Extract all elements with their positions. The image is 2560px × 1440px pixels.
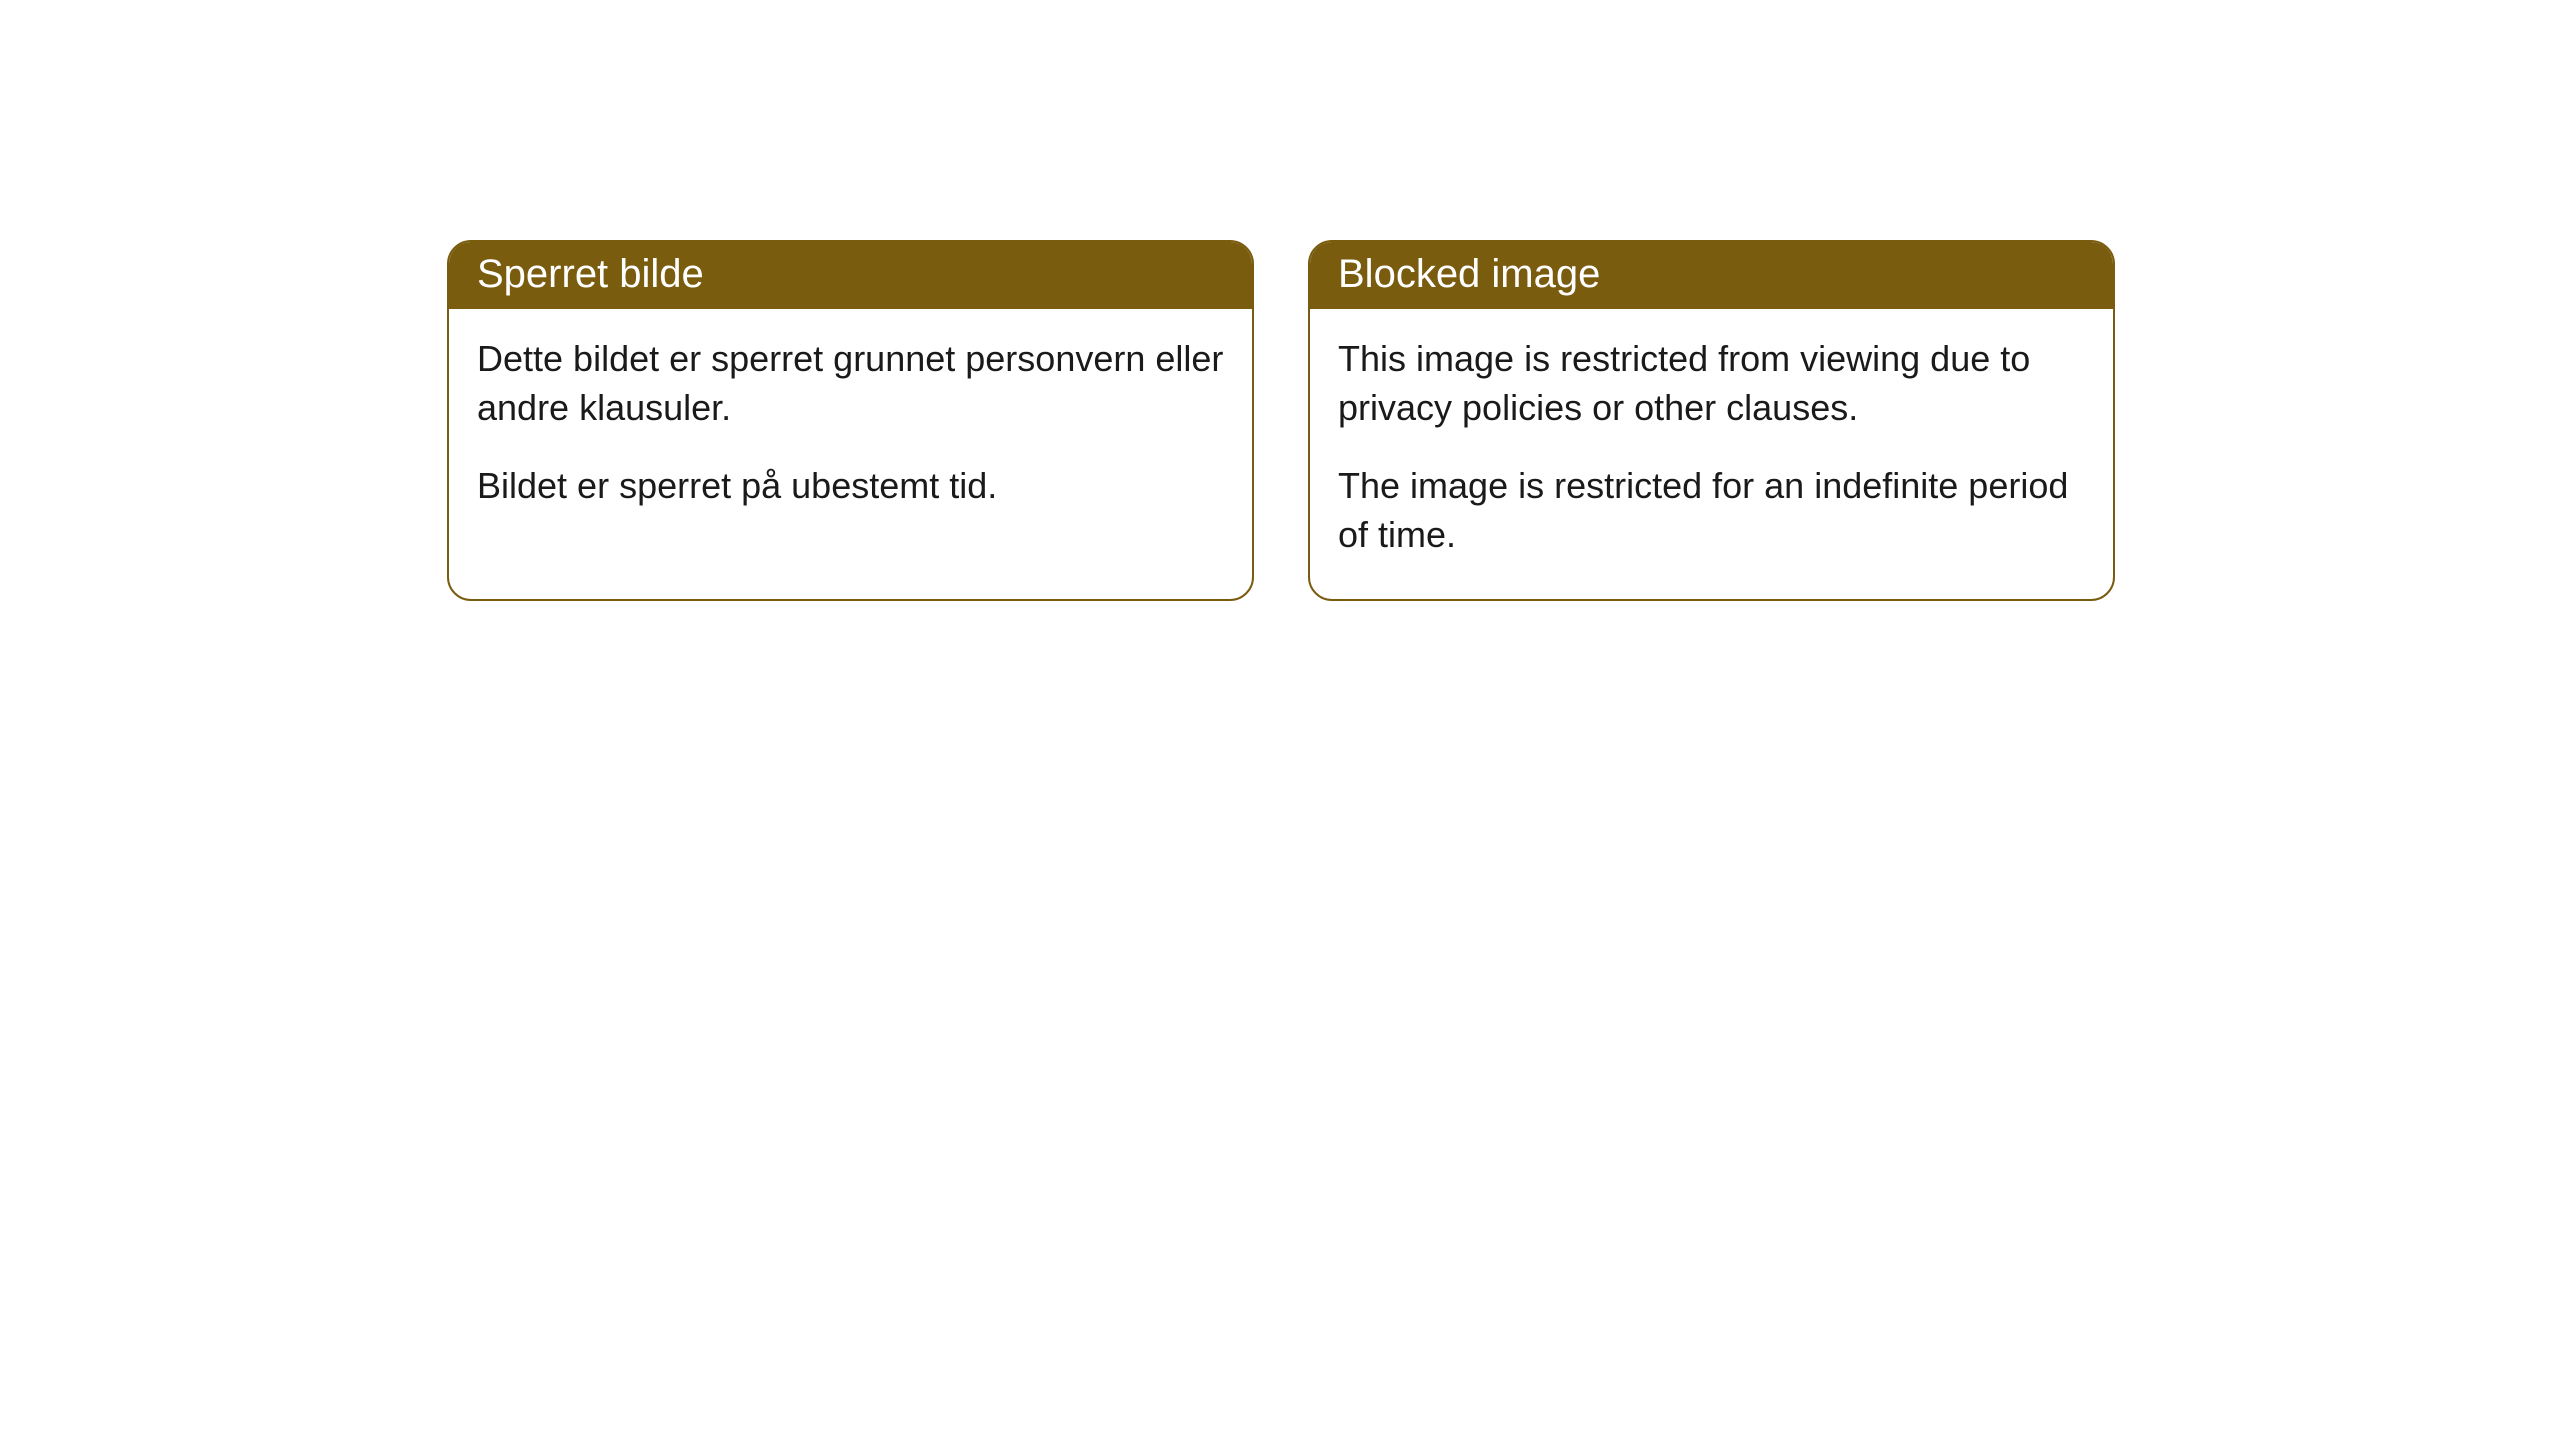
card-title: Blocked image bbox=[1338, 252, 1600, 296]
card-title: Sperret bilde bbox=[477, 252, 704, 296]
notice-card-english: Blocked image This image is restricted f… bbox=[1308, 240, 2115, 601]
card-paragraph: The image is restricted for an indefinit… bbox=[1338, 462, 2085, 559]
notice-container: Sperret bilde Dette bildet er sperret gr… bbox=[0, 0, 2560, 601]
notice-card-norwegian: Sperret bilde Dette bildet er sperret gr… bbox=[447, 240, 1254, 601]
card-header: Blocked image bbox=[1310, 242, 2113, 309]
card-body: This image is restricted from viewing du… bbox=[1310, 309, 2113, 599]
card-paragraph: Bildet er sperret på ubestemt tid. bbox=[477, 462, 1224, 511]
card-header: Sperret bilde bbox=[449, 242, 1252, 309]
card-body: Dette bildet er sperret grunnet personve… bbox=[449, 309, 1252, 551]
card-paragraph: This image is restricted from viewing du… bbox=[1338, 335, 2085, 432]
card-paragraph: Dette bildet er sperret grunnet personve… bbox=[477, 335, 1224, 432]
